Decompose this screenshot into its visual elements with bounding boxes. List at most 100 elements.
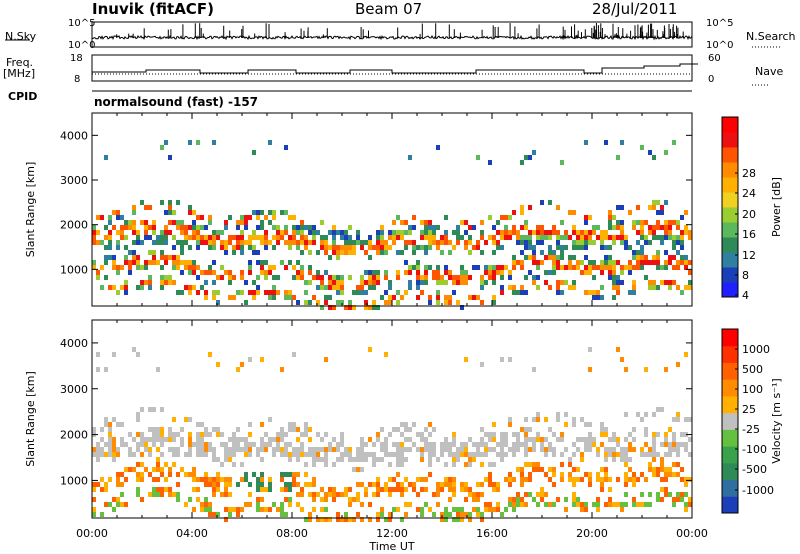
power-cell [432,225,436,230]
power-cell [604,245,608,250]
power-cell [200,225,204,230]
velocity-cell [148,472,152,477]
power-cell [224,220,228,225]
power-cell [164,275,168,280]
power-cell [348,305,352,310]
power-cell [608,210,612,215]
power-cell [232,235,236,240]
velocity-cell [200,432,204,437]
power-cell [640,145,644,150]
velocity-cell [632,427,636,432]
power-cell [664,265,668,270]
power-cell [320,280,324,285]
power-cell [372,285,376,290]
velocity-cell [604,447,608,452]
power-cell [636,255,640,260]
velocity-cell [100,512,104,517]
velocity-cell [212,492,216,497]
power-cell [136,240,140,245]
power-cell [264,235,268,240]
power-cell [120,285,124,290]
velocity-cell [104,482,108,487]
velocity-cell [380,427,384,432]
velocity-cell [388,512,392,517]
velocity-cell [380,512,384,517]
power-cell [164,260,168,265]
power-colorbar-segment [722,267,738,283]
velocity-cell [108,442,112,447]
velocity-cell [468,512,472,517]
power-cell [104,275,108,280]
power-cell [336,275,340,280]
velocity-cell [92,512,96,517]
power-cell [552,230,556,235]
velocity-cell [624,437,628,442]
power-colorbar-label: 16 [742,228,756,241]
velocity-cell [428,457,432,462]
velocity-cell [372,482,376,487]
velocity-cell [340,432,344,437]
power-cell [228,240,232,245]
power-cell [672,245,676,250]
velocity-cell [488,462,492,467]
power-cell [308,300,312,305]
velocity-cell [376,487,380,492]
velocity-cell [668,447,672,452]
power-cell [384,250,388,255]
power-cell [484,240,488,245]
velocity-cell [560,462,564,467]
power-cell [500,215,504,220]
power-cell [172,210,176,215]
velocity-cell [224,517,228,522]
power-cell [536,225,540,230]
power-cell [684,285,688,290]
velocity-cell [456,452,460,457]
power-cell [264,270,268,275]
power-cell [620,270,624,275]
power-cell [636,265,640,270]
power-cell [248,235,252,240]
power-cell [612,260,616,265]
velocity-cell [296,492,300,497]
power-cell [268,290,272,295]
power-cell [548,270,552,275]
velocity-cell [260,477,264,482]
velocity-cell [400,487,404,492]
velocity-cell [652,437,656,442]
power-cell [528,245,532,250]
velocity-cell [372,442,376,447]
velocity-cell [616,502,620,507]
velocity-cell [196,422,200,427]
power-cell [316,270,320,275]
power-cell [456,240,460,245]
noise-left-tick-bottom: 10^0 [68,40,95,51]
velocity-cell [112,497,116,502]
power-cell [580,235,584,240]
velocity-cell [604,427,608,432]
velocity-cell [420,447,424,452]
power-ytick-label: 4000 [60,129,88,142]
velocity-cell [568,472,572,477]
velocity-cell [520,467,524,472]
power-cell [136,235,140,240]
velocity-cell [552,432,556,437]
velocity-cell [424,502,428,507]
velocity-cell [208,477,212,482]
velocity-cell [128,467,132,472]
power-cell [220,245,224,250]
power-cell [516,240,520,245]
freq-label-2: [MHz] [3,67,36,80]
power-cell [260,260,264,265]
velocity-cell [520,502,524,507]
velocity-cell [160,427,164,432]
velocity-cell [420,432,424,437]
power-cell [568,210,572,215]
velocity-cell [136,352,140,357]
velocity-cell [116,482,120,487]
power-cell [232,250,236,255]
velocity-cell [348,487,352,492]
velocity-cell [276,442,280,447]
velocity-cell [524,477,528,482]
power-cell [428,240,432,245]
velocity-cell [272,437,276,442]
